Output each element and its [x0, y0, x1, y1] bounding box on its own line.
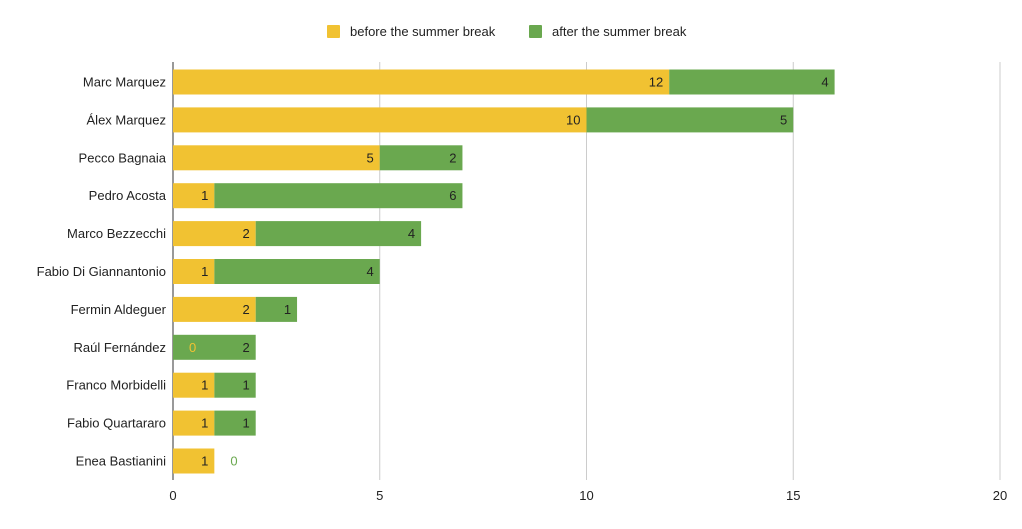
data-label: 4	[821, 75, 828, 90]
legend: before the summer break after the summer …	[327, 24, 687, 39]
data-labels: 12 410 55 21 62 41 42 10 21 11 11 0	[189, 75, 829, 469]
category-label: Raúl Fernández	[74, 340, 167, 355]
legend-swatch	[327, 25, 340, 38]
bar-before-break	[173, 183, 215, 209]
category-label: Fermin Aldeguer	[71, 302, 167, 317]
legend-label: before the summer break	[350, 24, 496, 39]
data-label: 1	[201, 378, 208, 393]
data-label: 1	[201, 454, 208, 469]
bar-after-break	[379, 145, 463, 171]
data-label: 6	[449, 188, 456, 203]
x-tick-label: 10	[579, 488, 593, 503]
bar-after-break	[669, 69, 835, 95]
bar-after-break	[214, 183, 463, 209]
data-label: 2	[242, 302, 249, 317]
data-label: 4	[408, 226, 415, 241]
bar-after-break	[214, 372, 256, 398]
data-label: 2	[449, 150, 456, 165]
data-label: 1	[284, 302, 291, 317]
data-label: 2	[242, 226, 249, 241]
bar-after-break	[586, 107, 794, 133]
data-label: 12	[649, 75, 663, 90]
legend-swatch	[529, 25, 542, 38]
data-label: 5	[780, 112, 787, 127]
category-label: Álex Marquez	[87, 112, 166, 127]
category-label: Fabio Di Giannantonio	[37, 264, 166, 279]
data-label: 0	[189, 340, 196, 355]
category-label: Enea Bastianini	[76, 454, 166, 469]
bar-before-break	[173, 259, 215, 284]
data-label: 5	[367, 150, 374, 165]
data-label: 1	[201, 264, 208, 279]
data-label: 0	[230, 454, 237, 469]
category-label: Pedro Acosta	[89, 188, 167, 203]
category-label: Marco Bezzecchi	[67, 226, 166, 241]
data-label: 1	[201, 416, 208, 431]
bar-after-break	[173, 334, 256, 360]
data-label: 1	[201, 188, 208, 203]
category-label: Marc Marquez	[83, 75, 166, 90]
bar-before-break	[173, 221, 256, 247]
category-label: Pecco Bagnaia	[79, 150, 167, 165]
bar-after-break	[214, 259, 380, 284]
x-axis-ticks: 0 5 10 15 20	[169, 488, 1007, 503]
x-tick-label: 20	[993, 488, 1007, 503]
x-tick-label: 15	[786, 488, 800, 503]
data-label: 4	[367, 264, 374, 279]
data-label: 2	[242, 340, 249, 355]
x-tick-label: 0	[169, 488, 176, 503]
bar-before-break	[173, 107, 587, 133]
bar-before-break	[173, 145, 380, 171]
category-labels: Marc Marquez Álex Marquez Pecco Bagnaia Ped…	[37, 75, 167, 469]
bar-before-break	[173, 296, 256, 322]
legend-label: after the summer break	[552, 24, 687, 39]
bars	[173, 69, 835, 474]
data-label: 10	[566, 112, 580, 127]
category-label: Franco Morbidelli	[66, 378, 166, 393]
data-label: 1	[242, 416, 249, 431]
bar-before-break	[173, 372, 215, 398]
bar-after-break	[255, 296, 298, 322]
bar-before-break	[173, 69, 670, 95]
category-label: Fabio Quartararo	[67, 416, 166, 431]
bar-after-break	[255, 221, 422, 247]
bar-after-break	[214, 410, 256, 436]
x-tick-label: 5	[376, 488, 383, 503]
bar-before-break	[173, 410, 215, 436]
data-label: 1	[242, 378, 249, 393]
bar-before-break	[173, 448, 215, 474]
